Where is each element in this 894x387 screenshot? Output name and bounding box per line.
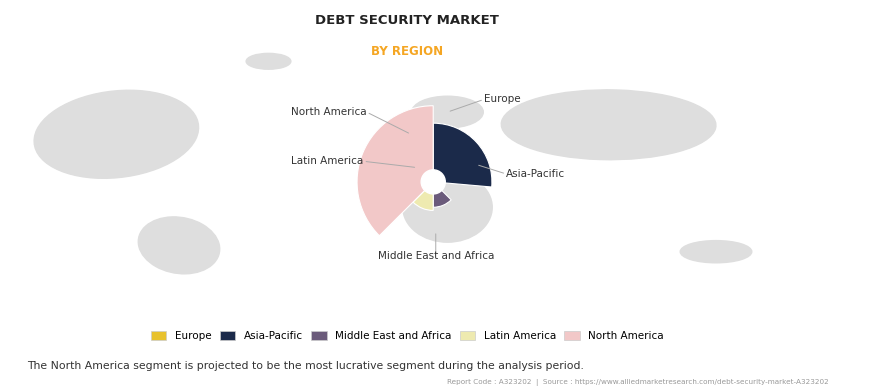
Ellipse shape bbox=[34, 90, 198, 178]
Text: DEBT SECURITY MARKET: DEBT SECURITY MARKET bbox=[315, 14, 499, 27]
Wedge shape bbox=[433, 182, 451, 207]
Text: North America: North America bbox=[291, 107, 367, 117]
Text: Asia-Pacific: Asia-Pacific bbox=[506, 169, 565, 179]
Wedge shape bbox=[357, 106, 433, 236]
Text: The North America segment is projected to be the most lucrative segment during t: The North America segment is projected t… bbox=[27, 361, 583, 371]
Ellipse shape bbox=[138, 217, 220, 274]
Circle shape bbox=[421, 170, 445, 194]
Ellipse shape bbox=[501, 90, 715, 160]
Legend: Europe, Asia-Pacific, Middle East and Africa, Latin America, North America: Europe, Asia-Pacific, Middle East and Af… bbox=[147, 327, 667, 345]
Ellipse shape bbox=[402, 172, 492, 242]
Text: BY REGION: BY REGION bbox=[371, 45, 443, 58]
Text: Report Code : A323202  |  Source : https://www.alliedmarketresearch.com/debt-sec: Report Code : A323202 | Source : https:/… bbox=[447, 379, 829, 386]
Text: Middle East and Africa: Middle East and Africa bbox=[377, 252, 493, 262]
Wedge shape bbox=[381, 130, 433, 182]
Text: Latin America: Latin America bbox=[291, 156, 363, 166]
Ellipse shape bbox=[679, 241, 751, 263]
Text: Europe: Europe bbox=[484, 94, 520, 104]
Wedge shape bbox=[412, 182, 433, 211]
Ellipse shape bbox=[246, 53, 291, 69]
Wedge shape bbox=[433, 123, 492, 187]
Ellipse shape bbox=[411, 96, 483, 128]
